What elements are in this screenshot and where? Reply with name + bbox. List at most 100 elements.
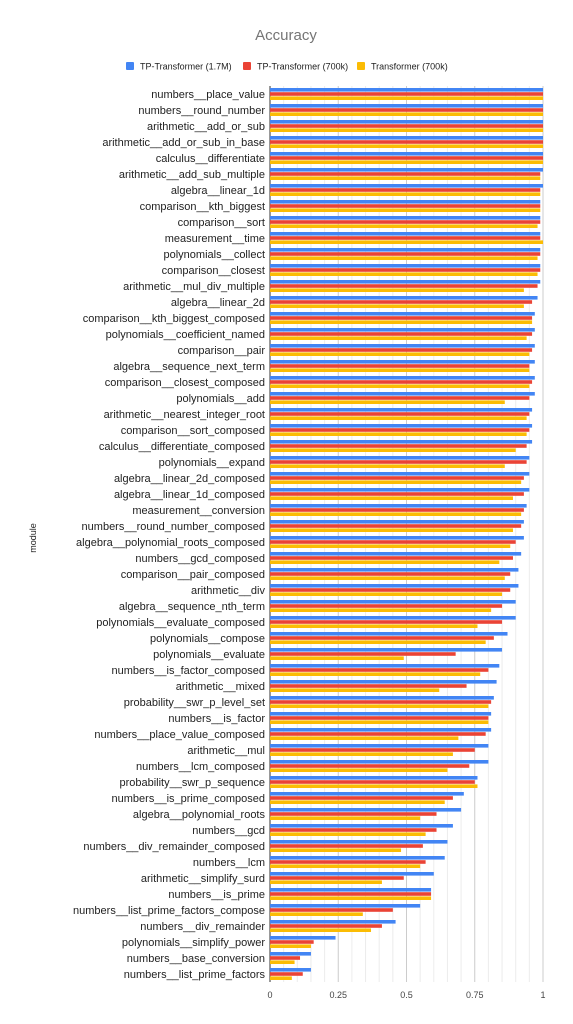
bar-series-2[interactable]: [270, 880, 382, 884]
bar-series-0[interactable]: [270, 648, 503, 652]
bar-series-1[interactable]: [270, 156, 543, 160]
bar-series-1[interactable]: [270, 636, 494, 640]
bar-series-2[interactable]: [270, 704, 489, 708]
bar-series-2[interactable]: [270, 864, 421, 868]
bar-series-0[interactable]: [270, 920, 396, 924]
bar-series-1[interactable]: [270, 892, 432, 896]
legend-item-2[interactable]: Transformer (700k): [357, 62, 448, 72]
bar-series-2[interactable]: [270, 256, 538, 260]
bar-series-0[interactable]: [270, 872, 434, 876]
bar-series-1[interactable]: [270, 524, 522, 528]
bar-series-1[interactable]: [270, 284, 538, 288]
bar-series-1[interactable]: [270, 268, 541, 272]
bar-series-0[interactable]: [270, 344, 535, 348]
bar-series-0[interactable]: [270, 504, 527, 508]
bar-series-0[interactable]: [270, 792, 464, 796]
bar-series-2[interactable]: [270, 832, 426, 836]
bar-series-1[interactable]: [270, 316, 533, 320]
bar-series-0[interactable]: [270, 152, 543, 156]
bar-series-0[interactable]: [270, 536, 524, 540]
bar-series-0[interactable]: [270, 104, 543, 108]
bar-series-2[interactable]: [270, 144, 543, 148]
bar-series-2[interactable]: [270, 656, 404, 660]
bar-series-0[interactable]: [270, 456, 530, 460]
bar-series-2[interactable]: [270, 976, 292, 980]
bar-series-2[interactable]: [270, 640, 486, 644]
bar-series-2[interactable]: [270, 560, 500, 564]
bar-series-2[interactable]: [270, 672, 481, 676]
bar-series-1[interactable]: [270, 828, 437, 832]
bar-series-1[interactable]: [270, 300, 533, 304]
bar-series-0[interactable]: [270, 168, 543, 172]
bar-series-2[interactable]: [270, 432, 527, 436]
bar-series-0[interactable]: [270, 392, 535, 396]
bar-series-2[interactable]: [270, 112, 543, 116]
bar-series-2[interactable]: [270, 272, 538, 276]
bar-series-0[interactable]: [270, 136, 543, 140]
bar-series-1[interactable]: [270, 716, 489, 720]
bar-series-2[interactable]: [270, 752, 453, 756]
bar-series-1[interactable]: [270, 364, 530, 368]
bar-series-0[interactable]: [270, 296, 538, 300]
bar-series-1[interactable]: [270, 108, 543, 112]
bar-series-1[interactable]: [270, 396, 530, 400]
bar-series-0[interactable]: [270, 664, 500, 668]
bar-series-1[interactable]: [270, 588, 511, 592]
bar-series-1[interactable]: [270, 956, 301, 960]
bar-series-0[interactable]: [270, 120, 543, 124]
bar-series-1[interactable]: [270, 908, 393, 912]
bar-series-2[interactable]: [270, 224, 538, 228]
bar-series-0[interactable]: [270, 312, 535, 316]
bar-series-2[interactable]: [270, 128, 543, 132]
bar-series-1[interactable]: [270, 604, 503, 608]
bar-series-1[interactable]: [270, 236, 541, 240]
bar-series-0[interactable]: [270, 280, 541, 284]
bar-series-0[interactable]: [270, 712, 492, 716]
bar-series-0[interactable]: [270, 248, 541, 252]
bar-series-0[interactable]: [270, 824, 453, 828]
bar-series-1[interactable]: [270, 492, 524, 496]
bar-series-1[interactable]: [270, 460, 527, 464]
bar-series-0[interactable]: [270, 472, 530, 476]
bar-series-1[interactable]: [270, 764, 470, 768]
bar-series-0[interactable]: [270, 952, 311, 956]
bar-series-0[interactable]: [270, 968, 311, 972]
bar-series-2[interactable]: [270, 688, 440, 692]
bar-series-1[interactable]: [270, 700, 492, 704]
bar-series-1[interactable]: [270, 140, 543, 144]
bar-series-0[interactable]: [270, 264, 541, 268]
bar-series-2[interactable]: [270, 160, 543, 164]
bar-series-1[interactable]: [270, 220, 541, 224]
bar-series-2[interactable]: [270, 608, 492, 612]
bar-series-1[interactable]: [270, 188, 541, 192]
bar-series-0[interactable]: [270, 808, 462, 812]
bar-series-2[interactable]: [270, 384, 530, 388]
bar-series-2[interactable]: [270, 784, 478, 788]
bar-series-2[interactable]: [270, 464, 505, 468]
bar-series-2[interactable]: [270, 912, 363, 916]
bar-series-2[interactable]: [270, 416, 527, 420]
bar-series-0[interactable]: [270, 744, 489, 748]
bar-series-2[interactable]: [270, 448, 516, 452]
bar-series-2[interactable]: [270, 96, 543, 100]
bar-series-1[interactable]: [270, 972, 303, 976]
bar-series-2[interactable]: [270, 496, 513, 500]
bar-series-0[interactable]: [270, 584, 519, 588]
bar-series-2[interactable]: [270, 400, 505, 404]
bar-series-2[interactable]: [270, 176, 541, 180]
bar-series-1[interactable]: [270, 204, 541, 208]
bar-series-0[interactable]: [270, 776, 478, 780]
bar-series-2[interactable]: [270, 336, 527, 340]
bar-series-1[interactable]: [270, 412, 530, 416]
bar-series-1[interactable]: [270, 332, 533, 336]
bar-series-1[interactable]: [270, 860, 426, 864]
bar-series-2[interactable]: [270, 896, 432, 900]
bar-series-1[interactable]: [270, 92, 543, 96]
bar-series-1[interactable]: [270, 748, 475, 752]
bar-series-1[interactable]: [270, 796, 453, 800]
bar-series-0[interactable]: [270, 904, 421, 908]
bar-series-1[interactable]: [270, 172, 541, 176]
bar-series-2[interactable]: [270, 304, 524, 308]
bar-series-0[interactable]: [270, 888, 432, 892]
bar-series-0[interactable]: [270, 184, 543, 188]
